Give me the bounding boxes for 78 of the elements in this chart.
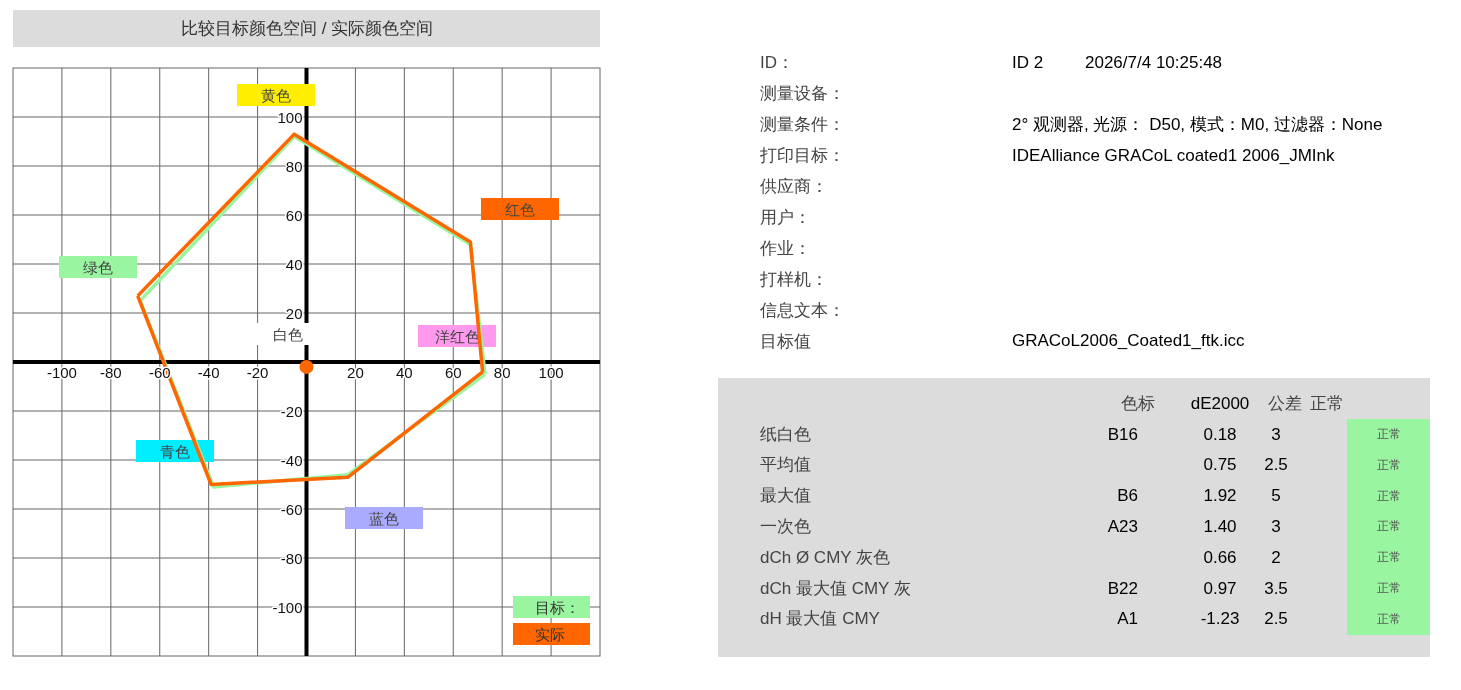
- text: 0.18: [1203, 424, 1237, 444]
- x-tick-label: 100: [538, 363, 564, 381]
- text: 3.5: [1264, 578, 1288, 598]
- text: 3: [1271, 516, 1281, 536]
- legend-label: 实际: [535, 625, 565, 643]
- text: B6: [1117, 486, 1138, 506]
- text: dH 最大值 CMY: [760, 609, 880, 629]
- x-tick-label: 40: [395, 363, 413, 381]
- text: -1.23: [1200, 609, 1240, 629]
- text: 2° 观测器, 光源： D50, 模式：M0, 过滤器：None: [1012, 114, 1383, 134]
- text: 供应商：: [760, 176, 828, 196]
- annotation: 青色: [160, 442, 190, 460]
- text: 5: [1271, 486, 1281, 506]
- y-tick-label: -20: [280, 402, 303, 420]
- text: 3: [1271, 424, 1281, 444]
- y-tick-label: -80: [280, 549, 303, 567]
- y-tick-label: -40: [280, 451, 303, 469]
- text: 正常: [1377, 581, 1401, 595]
- text: B22: [1107, 578, 1138, 598]
- text: 2.5: [1264, 455, 1288, 475]
- text: 0.97: [1203, 578, 1237, 598]
- text: 正常: [1310, 393, 1344, 413]
- x-tick-label: -80: [99, 363, 122, 381]
- text: dCh 最大值 CMY 灰: [760, 578, 911, 598]
- text: 打印目标：: [759, 145, 845, 165]
- text: 0.75: [1203, 455, 1237, 475]
- x-tick-label: -100: [46, 363, 77, 381]
- text: 正常: [1377, 488, 1401, 503]
- text: IDEAlliance GRACoL coated1 2006_JMInk: [1012, 145, 1336, 165]
- text: B16: [1107, 424, 1138, 444]
- text: dCh Ø CMY 灰色: [760, 547, 891, 567]
- y-tick-label: 100: [277, 108, 303, 126]
- x-tick-label: 80: [493, 363, 511, 381]
- text: 正常: [1377, 427, 1401, 441]
- text: A1: [1117, 609, 1138, 629]
- legend-label: 目标：: [535, 598, 580, 616]
- text: 信息文本：: [760, 300, 845, 320]
- y-tick-label: -60: [280, 500, 303, 518]
- text: 打样机：: [759, 269, 828, 289]
- text: GRACoL2006_Coated1_ftk.icc: [1012, 330, 1245, 350]
- text: 2: [1271, 547, 1281, 567]
- annotation: 绿色: [83, 258, 113, 276]
- annotation: 红色: [505, 200, 535, 218]
- text: 1.40: [1203, 516, 1237, 536]
- text: 测量条件：: [760, 114, 845, 134]
- annotation: 蓝色: [369, 509, 399, 527]
- y-tick-label: 60: [285, 206, 303, 224]
- text: A23: [1107, 516, 1138, 536]
- text: 正常: [1377, 457, 1401, 472]
- text: 最大值: [760, 486, 811, 506]
- x-tick-label: -40: [197, 363, 220, 381]
- text: 公差: [1268, 393, 1302, 413]
- text: 测量设备：: [760, 83, 845, 103]
- y-tick-label: 40: [285, 255, 303, 273]
- text: 正常: [1377, 611, 1401, 626]
- text: 一次色: [760, 516, 811, 536]
- text: 正常: [1377, 519, 1401, 534]
- text: 目标值: [760, 331, 811, 351]
- text: ID 2: [1012, 52, 1044, 72]
- text: 2.5: [1264, 609, 1288, 629]
- annotation: 黄色: [261, 86, 291, 104]
- text: dE2000: [1190, 393, 1250, 413]
- text: 2026/7/4 10:25:48: [1085, 52, 1223, 72]
- y-tick-label: 20: [285, 304, 303, 322]
- y-tick-label: -100: [272, 598, 303, 616]
- text: 纸白色: [760, 424, 811, 444]
- text: ID：: [760, 52, 794, 72]
- chart-title: 比较目标颜色空间 / 实际颜色空间: [180, 18, 434, 38]
- text: 作业：: [759, 238, 811, 258]
- x-tick-label: 60: [444, 363, 462, 381]
- text: 0.66: [1203, 547, 1237, 567]
- text: 正常: [1377, 550, 1401, 565]
- annotation: 白色: [273, 325, 303, 343]
- y-tick-label: 80: [285, 157, 303, 175]
- text: 用户：: [760, 207, 811, 227]
- text: 色标: [1121, 393, 1155, 413]
- text: 平均值: [760, 455, 811, 475]
- text: 1.92: [1203, 486, 1237, 506]
